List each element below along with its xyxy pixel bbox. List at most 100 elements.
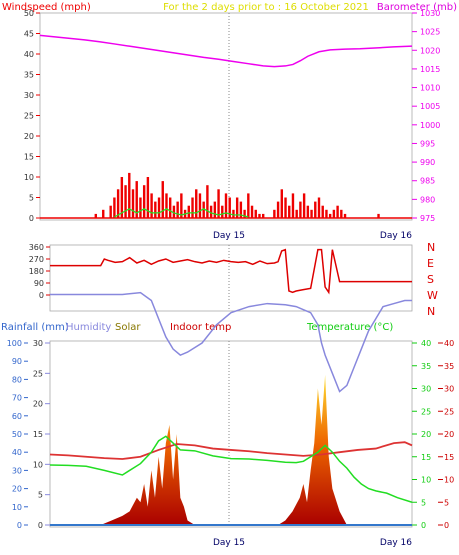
wind-speed-bar <box>217 189 220 218</box>
wind-speed-bar <box>128 172 131 218</box>
wind-speed-bar <box>206 185 209 218</box>
wind-speed-bar <box>165 193 168 218</box>
indoor-y-tick-label: 40 <box>444 339 454 348</box>
wind-speed-bar <box>295 209 298 218</box>
rain-y-tick-label: 50 <box>12 430 22 439</box>
wind-speed-bar <box>310 209 313 218</box>
legend-rainfall: Rainfall (mm) <box>1 322 69 333</box>
indoor-temp-line <box>49 441 413 460</box>
humidity-y-tick-label: 0 <box>38 521 43 530</box>
baro-y-tick-label: 1020 <box>420 46 440 55</box>
wind-speed-bar <box>161 181 164 218</box>
wind-speed-bar <box>273 209 276 218</box>
wind-speed-bar <box>176 201 179 218</box>
wind-speed-bar <box>239 201 243 218</box>
indoor-y-tick-label: 20 <box>444 430 454 439</box>
rain-y-tick-label: 10 <box>12 503 22 512</box>
wind-speed-bar <box>157 197 161 218</box>
dir-compass-label: S <box>427 273 434 286</box>
rain-y-tick-label: 90 <box>12 357 22 366</box>
wind-speed-bar <box>202 201 205 218</box>
wind-speed-bar <box>113 197 116 218</box>
temperature-y-tick-label: 15 <box>421 453 431 462</box>
wind-y-tick-label: 40 <box>24 50 34 59</box>
baro-y-ticks: 975 980 985 990 995 1000 1005 1010 1015 1020 1025 1… <box>412 9 440 223</box>
wind-y-tick-label: 0 <box>29 214 34 223</box>
wind-speed-bar <box>276 201 280 218</box>
temperature-y-tick-label: 10 <box>421 476 431 485</box>
wind-speed-bar <box>116 189 120 218</box>
wind-y-tick-label: 5 <box>29 194 34 203</box>
temperature-y-tick-label: 5 <box>421 498 426 507</box>
wind-speed-bar <box>314 201 317 218</box>
temp-x-tick-day15: Day 15 <box>213 538 245 548</box>
wind-x-tick-day15: Day 15 <box>213 231 245 241</box>
wind-speed-bar <box>172 205 176 218</box>
wind-speed-bar <box>232 209 235 218</box>
humidity-y-tick-label: 10 <box>33 460 43 469</box>
wind-speed-bar <box>195 189 198 218</box>
wind-speed-bar <box>247 193 250 218</box>
wind-speed-bar <box>343 213 347 218</box>
wind-speed-bar <box>228 197 231 218</box>
temperature-line <box>49 435 413 503</box>
temp-x-ticks: Day 15 Day 16 <box>213 538 412 548</box>
wind-speed-bar <box>235 197 239 218</box>
wind-speed-bar <box>221 205 224 218</box>
wind-ylabel: Windspeed (mph) <box>2 2 91 13</box>
temperature-y-tick-label: 25 <box>421 407 431 416</box>
wind-baro-chart: For the 2 days prior to : 16 October 202… <box>2 2 457 241</box>
wind-speed-bar <box>288 205 291 218</box>
wind-speed-bar <box>262 213 265 218</box>
indoor-y-tick-label: 25 <box>444 407 454 416</box>
wind-speed-bar <box>306 205 310 218</box>
temp-plot-frame <box>49 340 413 528</box>
wind-speed-bar <box>120 177 124 218</box>
dir-y-tick-label: 270 <box>29 255 44 264</box>
wind-y-tick-label: 30 <box>24 91 34 100</box>
wind-speed-bar <box>250 205 254 218</box>
temperature-y-ticks: 0 5 10 15 20 25 30 35 40 <box>412 339 431 530</box>
baro-y-tick-label: 975 <box>420 214 435 223</box>
indoor-y-tick-label: 30 <box>444 385 454 394</box>
wind-speed-bar <box>377 213 380 218</box>
wind-y-tick-label: 45 <box>24 30 34 39</box>
wind-speed-bar <box>209 205 213 218</box>
legend-humidity: Humidity <box>66 322 111 333</box>
dir-plot-frame <box>49 244 413 312</box>
dir-y-tick-label: 0 <box>39 291 44 300</box>
wind-speed-bar <box>332 209 336 218</box>
humidity-y-tick-label: 5 <box>38 491 43 500</box>
wind-x-ticks: Day 15 Day 16 <box>213 231 412 241</box>
humidity-y-tick-label: 20 <box>33 400 43 409</box>
baro-y-tick-label: 1010 <box>420 84 440 93</box>
humidity-y-tick-label: 30 <box>33 339 43 348</box>
rain-y-tick-label: 30 <box>12 466 22 475</box>
rain-y-tick-label: 40 <box>12 448 22 457</box>
wind-x-tick-day16: Day 16 <box>380 231 412 241</box>
wind-speed-bar <box>191 197 194 218</box>
humidity-y-ticks: 0 5 10 15 20 25 30 <box>33 339 50 530</box>
wind-speed-bar <box>321 205 324 218</box>
wind-speed-bar <box>254 209 257 218</box>
wind-plot-frame <box>39 12 413 221</box>
wind-speed-bar <box>302 193 306 218</box>
wind-speed-bar <box>146 177 150 218</box>
rain-y-tick-label: 0 <box>17 521 22 530</box>
wind-speed-bar <box>187 205 190 218</box>
humidity-y-tick-label: 15 <box>33 430 43 439</box>
temp-x-tick-day16: Day 16 <box>380 538 412 548</box>
dir-compass-label: N <box>427 241 435 254</box>
temp-humidity-chart: Rainfall (mm) Humidity Solar Indoor temp… <box>1 291 454 548</box>
wind-speed-bar <box>154 201 157 218</box>
rain-y-ticks: 0 10 20 30 40 50 60 70 80 90 100 <box>7 339 28 530</box>
baro-y-tick-label: 1000 <box>420 121 440 130</box>
indoor-y-tick-label: 15 <box>444 453 454 462</box>
wind-speed-bar <box>243 209 246 218</box>
baro-y-tick-label: 985 <box>420 177 435 186</box>
wind-speed-bar <box>124 185 127 218</box>
solar-area <box>100 374 347 525</box>
wind-speed-bar <box>94 213 97 218</box>
dir-y-tick-label: 360 <box>29 243 44 252</box>
